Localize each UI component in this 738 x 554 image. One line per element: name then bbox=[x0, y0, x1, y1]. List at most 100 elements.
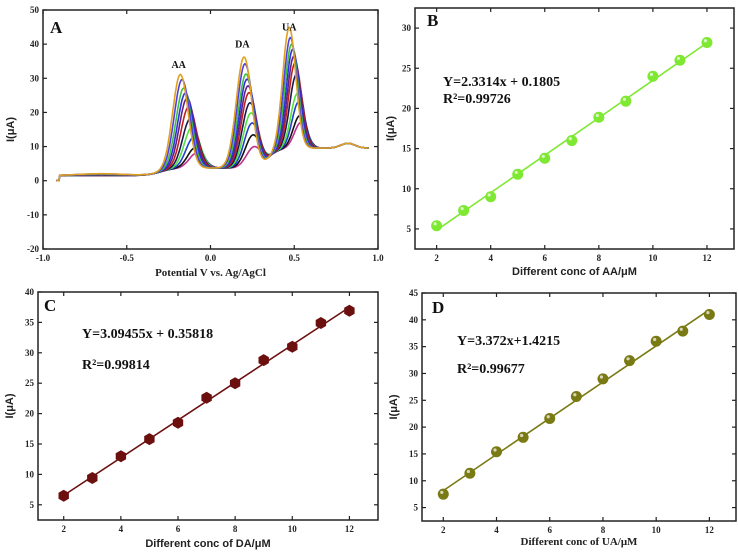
data-point bbox=[344, 304, 355, 317]
regression-equation: Y=3.09455x + 0.35818 bbox=[82, 327, 213, 342]
x-tick-label: 4 bbox=[488, 253, 493, 263]
x-tick-label: 6 bbox=[543, 253, 548, 263]
data-point-highlight bbox=[487, 193, 491, 197]
data-point-highlight bbox=[703, 39, 708, 43]
y-axis-label: I(μA) bbox=[388, 394, 400, 419]
data-point-highlight bbox=[626, 357, 630, 361]
x-tick-label: 6 bbox=[547, 525, 552, 535]
data-point-highlight bbox=[676, 56, 681, 61]
data-point-highlight bbox=[466, 469, 470, 474]
plot-frame bbox=[37, 291, 379, 521]
x-tick-label: 10 bbox=[652, 525, 662, 535]
data-point bbox=[491, 446, 503, 458]
y-tick-label: 20 bbox=[25, 409, 35, 419]
panel-letter: C bbox=[44, 296, 56, 315]
y-tick-label: 10 bbox=[30, 142, 40, 152]
cv-curve-3 bbox=[56, 101, 369, 182]
data-point bbox=[701, 37, 713, 49]
data-point bbox=[229, 377, 241, 390]
x-tick-label: 0.5 bbox=[289, 253, 301, 263]
data-point bbox=[593, 111, 605, 123]
x-tick-label: 10 bbox=[288, 524, 298, 534]
peak-label-aa: AA bbox=[171, 60, 186, 71]
data-point-highlight bbox=[568, 137, 572, 141]
data-point bbox=[677, 325, 689, 337]
y-tick-label: 10 bbox=[25, 469, 35, 479]
y-tick-label: 25 bbox=[409, 395, 419, 405]
cv-curve-11 bbox=[56, 26, 369, 182]
data-point bbox=[485, 191, 497, 203]
y-tick-label: 5 bbox=[407, 224, 412, 234]
y-tick-label: 30 bbox=[30, 73, 40, 83]
data-point-highlight bbox=[679, 327, 683, 331]
x-tick-label: 12 bbox=[705, 525, 715, 535]
y-tick-label: 35 bbox=[409, 342, 419, 352]
x-tick-label: 2 bbox=[441, 525, 446, 535]
cv-curve-10 bbox=[56, 36, 369, 182]
y-tick-label: 50 bbox=[30, 5, 40, 15]
cv-curve-7 bbox=[56, 55, 369, 182]
data-point bbox=[258, 354, 269, 367]
data-point bbox=[597, 373, 609, 385]
x-axis-label: Different conc of AA/μM bbox=[512, 266, 637, 278]
x-tick-label: 4 bbox=[494, 525, 499, 535]
data-point-highlight bbox=[649, 72, 653, 77]
cv-curve-1 bbox=[56, 121, 369, 182]
data-point bbox=[144, 433, 155, 446]
r-squared: R²=0.99814 bbox=[82, 358, 150, 373]
plot-frame bbox=[42, 9, 379, 250]
y-tick-label: 40 bbox=[30, 39, 40, 49]
peak-label-da: DA bbox=[235, 40, 250, 51]
data-point bbox=[620, 95, 632, 107]
data-point bbox=[464, 467, 476, 479]
regression-equation: Y=2.3314x + 0.1805 bbox=[443, 75, 560, 90]
y-tick-label: 35 bbox=[25, 317, 35, 327]
data-point-highlight bbox=[546, 415, 550, 419]
data-point bbox=[703, 308, 715, 320]
data-point-highlight bbox=[514, 170, 518, 175]
panel-letter: A bbox=[50, 18, 63, 37]
plot-frame bbox=[414, 7, 735, 250]
data-point bbox=[674, 54, 686, 66]
x-tick-label: 0.0 bbox=[205, 253, 217, 263]
panel-letter: D bbox=[432, 298, 444, 317]
y-tick-label: 15 bbox=[409, 449, 419, 459]
data-point bbox=[570, 391, 582, 403]
x-tick-label: 8 bbox=[233, 524, 238, 534]
y-axis-label: I(μA) bbox=[4, 393, 16, 418]
data-point-highlight bbox=[493, 448, 497, 452]
y-tick-label: 30 bbox=[409, 368, 419, 378]
data-point-highlight bbox=[595, 113, 599, 118]
x-tick-label: 12 bbox=[702, 253, 712, 263]
data-point-highlight bbox=[520, 433, 524, 438]
x-tick-label: -1.0 bbox=[36, 253, 51, 263]
panel-d: 2 4 6 8 10 12 5 10 15 20 25 30 35 40 45 Different conc … bbox=[388, 288, 737, 548]
data-point bbox=[315, 317, 327, 329]
data-point bbox=[517, 431, 529, 443]
data-point bbox=[58, 489, 69, 502]
data-point bbox=[287, 340, 298, 353]
y-tick-label: 5 bbox=[30, 500, 35, 510]
x-axis-label: Different conc of UA/μM bbox=[521, 536, 639, 548]
data-point bbox=[624, 355, 636, 367]
y-tick-label: 5 bbox=[414, 503, 419, 513]
data-point bbox=[544, 413, 556, 425]
y-tick-label: 30 bbox=[25, 348, 35, 358]
data-point-highlight bbox=[653, 337, 657, 342]
data-point-highlight bbox=[706, 311, 710, 315]
data-point-highlight bbox=[433, 222, 437, 226]
cv-curve-9 bbox=[56, 43, 369, 182]
peak-label-ua: UA bbox=[282, 22, 297, 33]
y-tick-label: 20 bbox=[409, 422, 419, 432]
data-point bbox=[87, 472, 98, 484]
cv-curve-6 bbox=[56, 61, 369, 182]
y-tick-label: 20 bbox=[402, 103, 412, 113]
x-tick-label: 8 bbox=[597, 253, 602, 263]
data-point-highlight bbox=[541, 154, 545, 159]
data-point-highlight bbox=[599, 375, 604, 379]
y-tick-label: 45 bbox=[409, 288, 419, 298]
data-point bbox=[650, 335, 662, 347]
x-tick-label: 4 bbox=[119, 524, 124, 534]
x-tick-label: 2 bbox=[434, 253, 439, 263]
